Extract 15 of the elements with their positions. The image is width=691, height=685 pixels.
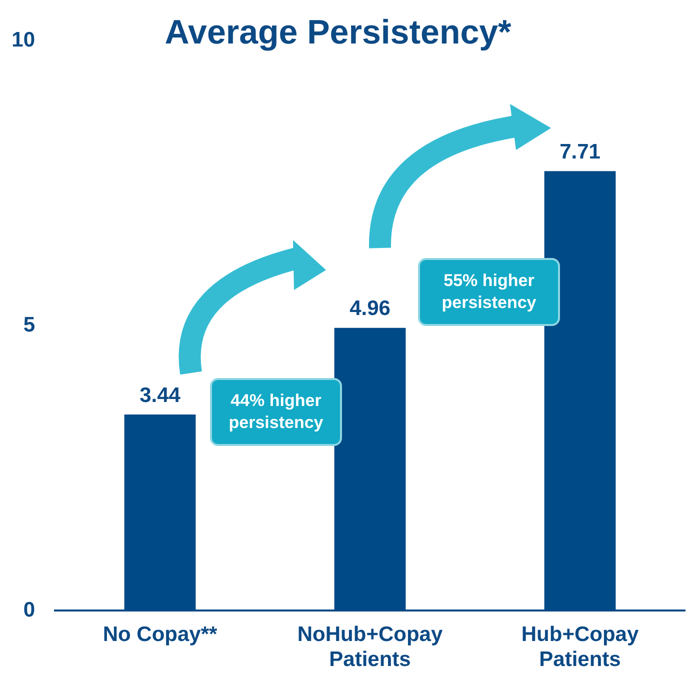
bar — [124, 414, 196, 611]
chart-title: Average Persistency* — [164, 13, 512, 52]
y-tick-label: 10 — [12, 28, 35, 52]
bar — [334, 328, 406, 611]
annotation: 55% higher persistency — [418, 258, 560, 326]
data-label: 7.71 — [560, 140, 601, 164]
x-tick-label: Hub+Copay Patients — [521, 622, 639, 672]
data-label: 3.44 — [140, 384, 181, 407]
annotation: 44% higher persistency — [210, 378, 342, 446]
y-tick-label: 5 — [23, 313, 36, 336]
bar — [544, 171, 616, 611]
x-tick-label: No Copay** — [102, 622, 218, 646]
y-tick-label: 0 — [23, 598, 35, 622]
x-tick-label: NoHub+Copay Patients — [297, 622, 443, 672]
data-label: 4.96 — [350, 297, 390, 320]
